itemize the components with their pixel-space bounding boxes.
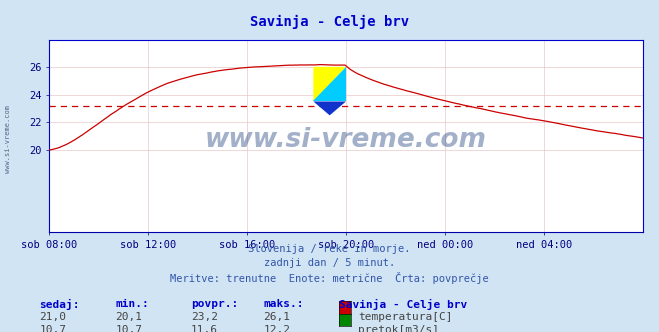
Text: 11,6: 11,6: [191, 325, 218, 332]
Text: 20,1: 20,1: [115, 312, 142, 322]
Text: sedaj:: sedaj:: [40, 299, 80, 310]
Text: Meritve: trenutne  Enote: metrične  Črta: povprečje: Meritve: trenutne Enote: metrične Črta: …: [170, 272, 489, 284]
Text: Savinja - Celje brv: Savinja - Celje brv: [339, 299, 468, 310]
Polygon shape: [314, 102, 346, 115]
Text: Savinja - Celje brv: Savinja - Celje brv: [250, 15, 409, 29]
Text: 12,2: 12,2: [264, 325, 291, 332]
Text: www.si-vreme.com: www.si-vreme.com: [205, 127, 487, 153]
Text: 10,7: 10,7: [40, 325, 67, 332]
Text: zadnji dan / 5 minut.: zadnji dan / 5 minut.: [264, 258, 395, 268]
Polygon shape: [314, 67, 346, 102]
Text: 26,1: 26,1: [264, 312, 291, 322]
Text: temperatura[C]: temperatura[C]: [358, 312, 452, 322]
Text: 21,0: 21,0: [40, 312, 67, 322]
Text: maks.:: maks.:: [264, 299, 304, 309]
Text: povpr.:: povpr.:: [191, 299, 239, 309]
Text: pretok[m3/s]: pretok[m3/s]: [358, 325, 439, 332]
Polygon shape: [314, 67, 346, 102]
Text: 23,2: 23,2: [191, 312, 218, 322]
Text: Slovenija / reke in morje.: Slovenija / reke in morje.: [248, 244, 411, 254]
Text: 10,7: 10,7: [115, 325, 142, 332]
Text: www.si-vreme.com: www.si-vreme.com: [5, 106, 11, 173]
Text: min.:: min.:: [115, 299, 149, 309]
